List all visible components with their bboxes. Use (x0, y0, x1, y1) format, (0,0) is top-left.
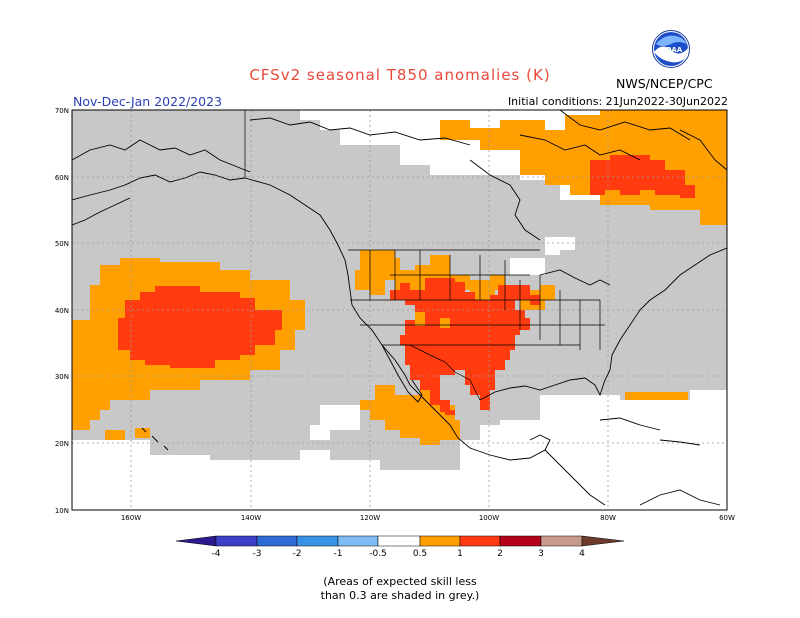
legend-segments (175, 535, 625, 547)
legend-segment (499, 535, 542, 547)
lon-label: 120W (360, 514, 380, 522)
legend-segment (215, 535, 258, 547)
legend-tick-label: 4 (579, 549, 585, 559)
legend-tick-label: -2 (293, 549, 302, 559)
legend-tick-label: 1 (457, 549, 463, 559)
lon-axis: 160W 140W 120W 100W 80W 60W (121, 514, 735, 522)
lon-label: 80W (600, 514, 616, 522)
legend-segment (377, 535, 421, 547)
map-frame (71, 109, 728, 511)
lat-axis: 70N 60N 50N 40N 30N 20N 10N (55, 107, 69, 515)
lat-label: 40N (55, 307, 69, 315)
legend-tick-label: -4 (212, 549, 221, 559)
footnote-line: (Areas of expected skill less (323, 575, 477, 588)
lat-label: 70N (55, 107, 69, 115)
lon-label: 160W (121, 514, 141, 522)
legend-ticks: -4 -3 -2 -1 -0.5 0.5 1 2 3 4 (212, 549, 586, 559)
lat-label: 20N (55, 440, 69, 448)
legend-tick-label: -0.5 (369, 549, 387, 559)
legend-tick-label: 0.5 (413, 549, 427, 559)
chart-title: CFSv2 seasonal T850 anomalies (K) (249, 66, 551, 84)
lat-label: 30N (55, 373, 69, 381)
lat-label: 50N (55, 240, 69, 248)
lat-label: 60N (55, 174, 69, 182)
graticule (72, 110, 727, 510)
lon-label: 60W (719, 514, 735, 522)
legend-segment (296, 535, 339, 547)
lon-label: 100W (479, 514, 499, 522)
forecast-period: Nov-Dec-Jan 2022/2023 (73, 94, 223, 109)
legend-segment (459, 535, 501, 547)
legend-segment (419, 535, 461, 547)
legend-tick-label: -1 (334, 549, 343, 559)
coastlines (72, 110, 727, 506)
legend-arrow-low (175, 535, 217, 547)
anomaly-gaps (415, 312, 450, 328)
legend-segment (256, 535, 298, 547)
lat-label: 10N (55, 507, 69, 515)
logo-text: NOAA (660, 46, 683, 54)
skill-footnote: (Areas of expected skill less than 0.3 a… (0, 575, 800, 603)
initial-conditions: Initial conditions: 21Jun2022-30Jun2022 (507, 95, 728, 108)
borders (244, 110, 605, 401)
noaa-logo-icon: NOAA (652, 30, 690, 68)
legend-tick-label: 2 (497, 549, 503, 559)
footnote-line: than 0.3 are shaded in grey.) (320, 589, 480, 602)
legend-segment (540, 535, 583, 547)
legend-arrow-high (581, 535, 625, 547)
lon-label: 140W (241, 514, 261, 522)
legend-tick-label: 3 (538, 549, 544, 559)
legend-tick-label: -3 (253, 549, 262, 559)
agency-label: NWS/NCEP/CPC (616, 76, 713, 91)
legend-segment (337, 535, 379, 547)
